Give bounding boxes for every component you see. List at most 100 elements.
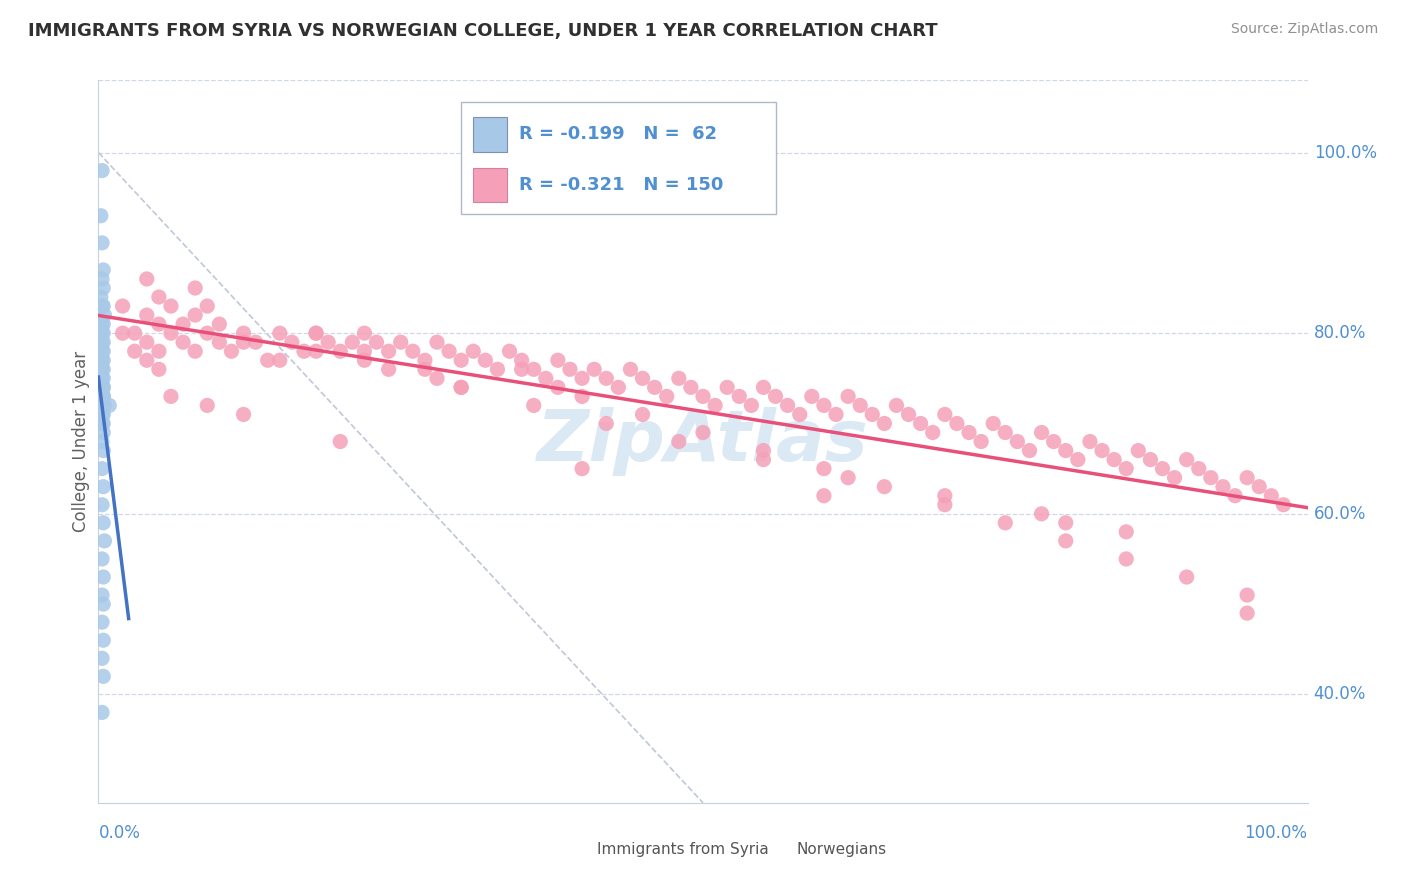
Point (111, 326, 134, 341)
Text: R = -0.199   N =  62: R = -0.199 N = 62 (519, 126, 717, 144)
Text: 0.0%: 0.0% (98, 824, 141, 842)
Point (1115, 461, 1137, 475)
Point (619, 362, 641, 376)
Point (91, 389, 114, 403)
Point (91, 326, 114, 341)
Point (91, 443, 114, 458)
Point (752, 380, 775, 394)
Text: 80.0%: 80.0% (1313, 324, 1367, 343)
Point (776, 398, 799, 412)
Point (232, 326, 254, 341)
Point (91, 163, 114, 178)
Point (402, 344, 425, 359)
Point (583, 362, 606, 376)
Point (1163, 471, 1185, 485)
Point (91, 651, 114, 665)
Text: Immigrants from Syria: Immigrants from Syria (596, 842, 768, 857)
Text: 40.0%: 40.0% (1313, 685, 1367, 704)
Point (91, 417, 114, 431)
Point (498, 344, 520, 359)
Text: Norwegians: Norwegians (796, 842, 886, 857)
Point (946, 417, 969, 431)
Point (91, 389, 114, 403)
Point (510, 353, 533, 368)
Point (1067, 452, 1090, 467)
Point (534, 371, 557, 385)
Point (1272, 498, 1295, 512)
Point (450, 380, 472, 394)
Point (256, 353, 278, 368)
Text: R = -0.321   N = 150: R = -0.321 N = 150 (519, 176, 724, 194)
FancyBboxPatch shape (474, 168, 508, 202)
Point (366, 335, 388, 350)
Point (124, 344, 146, 359)
Point (91, 362, 114, 376)
Point (849, 398, 872, 412)
Point (91, 317, 114, 331)
Point (91, 235, 114, 250)
Point (752, 443, 775, 458)
Point (1236, 588, 1258, 602)
Point (195, 299, 218, 313)
Point (135, 272, 157, 286)
Point (91, 263, 114, 277)
Point (91, 362, 114, 376)
Point (897, 408, 920, 422)
Point (813, 461, 835, 475)
Point (1175, 452, 1198, 467)
Point (873, 417, 896, 431)
Point (1152, 461, 1174, 475)
Point (510, 362, 533, 376)
FancyBboxPatch shape (474, 117, 508, 152)
Point (1188, 461, 1211, 475)
Point (704, 398, 727, 412)
Point (595, 417, 617, 431)
Point (765, 389, 787, 403)
Point (91, 371, 114, 385)
Point (91, 398, 114, 412)
Point (668, 434, 690, 449)
Point (607, 380, 630, 394)
Point (994, 425, 1017, 440)
Point (91, 498, 114, 512)
Point (413, 353, 436, 368)
Point (1249, 480, 1271, 494)
Point (91, 299, 114, 313)
Point (221, 344, 243, 359)
Point (994, 516, 1017, 530)
Point (90, 209, 112, 223)
Point (305, 326, 328, 341)
Point (1115, 552, 1137, 566)
Point (269, 326, 291, 341)
Point (305, 326, 328, 341)
Point (873, 480, 896, 494)
Point (135, 335, 157, 350)
Point (1212, 480, 1234, 494)
Point (91, 380, 114, 394)
Point (91, 516, 114, 530)
Point (1054, 533, 1077, 548)
Point (413, 362, 436, 376)
Point (195, 326, 218, 341)
Point (91, 299, 114, 313)
Point (269, 353, 291, 368)
Point (1102, 452, 1125, 467)
Point (644, 380, 666, 394)
Point (91, 480, 114, 494)
Point (148, 344, 170, 359)
Point (1236, 471, 1258, 485)
Point (292, 344, 315, 359)
Point (184, 344, 207, 359)
Point (679, 380, 702, 394)
Point (426, 335, 449, 350)
Point (547, 380, 569, 394)
Point (232, 335, 254, 350)
Point (91, 380, 114, 394)
Point (970, 434, 993, 449)
Point (124, 326, 146, 341)
Point (245, 335, 267, 350)
Point (208, 317, 231, 331)
Point (813, 489, 835, 503)
Point (91, 588, 114, 602)
Y-axis label: College, Under 1 year: College, Under 1 year (72, 351, 90, 533)
